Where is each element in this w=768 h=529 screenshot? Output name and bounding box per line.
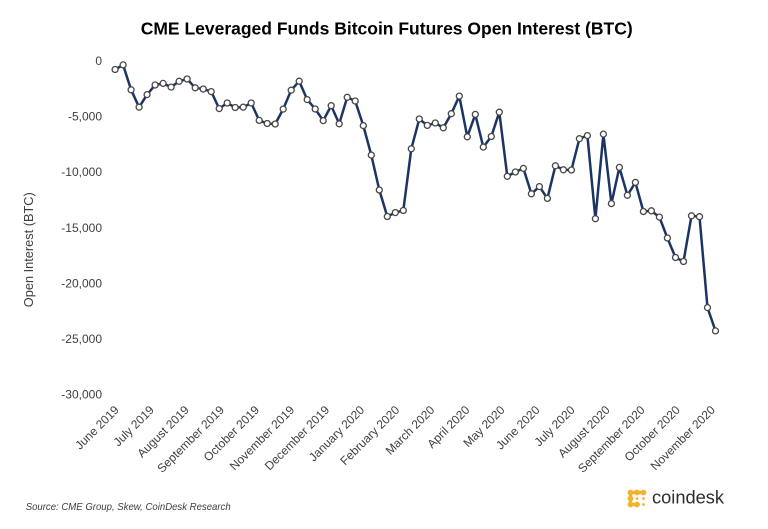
svg-text:CME Leveraged Funds Bitcoin Fu: CME Leveraged Funds Bitcoin Futures Open… [141, 18, 633, 38]
svg-text:-25,000: -25,000 [61, 332, 102, 346]
svg-text:-10,000: -10,000 [61, 165, 102, 179]
svg-text:-20,000: -20,000 [61, 276, 102, 290]
svg-text:Open Interest (BTC): Open Interest (BTC) [22, 192, 36, 307]
svg-text:0: 0 [95, 54, 102, 68]
svg-text:-30,000: -30,000 [61, 388, 102, 402]
svg-text:-15,000: -15,000 [61, 221, 102, 235]
svg-text:coindesk: coindesk [652, 487, 725, 508]
svg-text:Source: CME Group, Skew, CoinD: Source: CME Group, Skew, CoinDesk Resear… [26, 502, 231, 513]
svg-text:-5,000: -5,000 [68, 110, 102, 124]
